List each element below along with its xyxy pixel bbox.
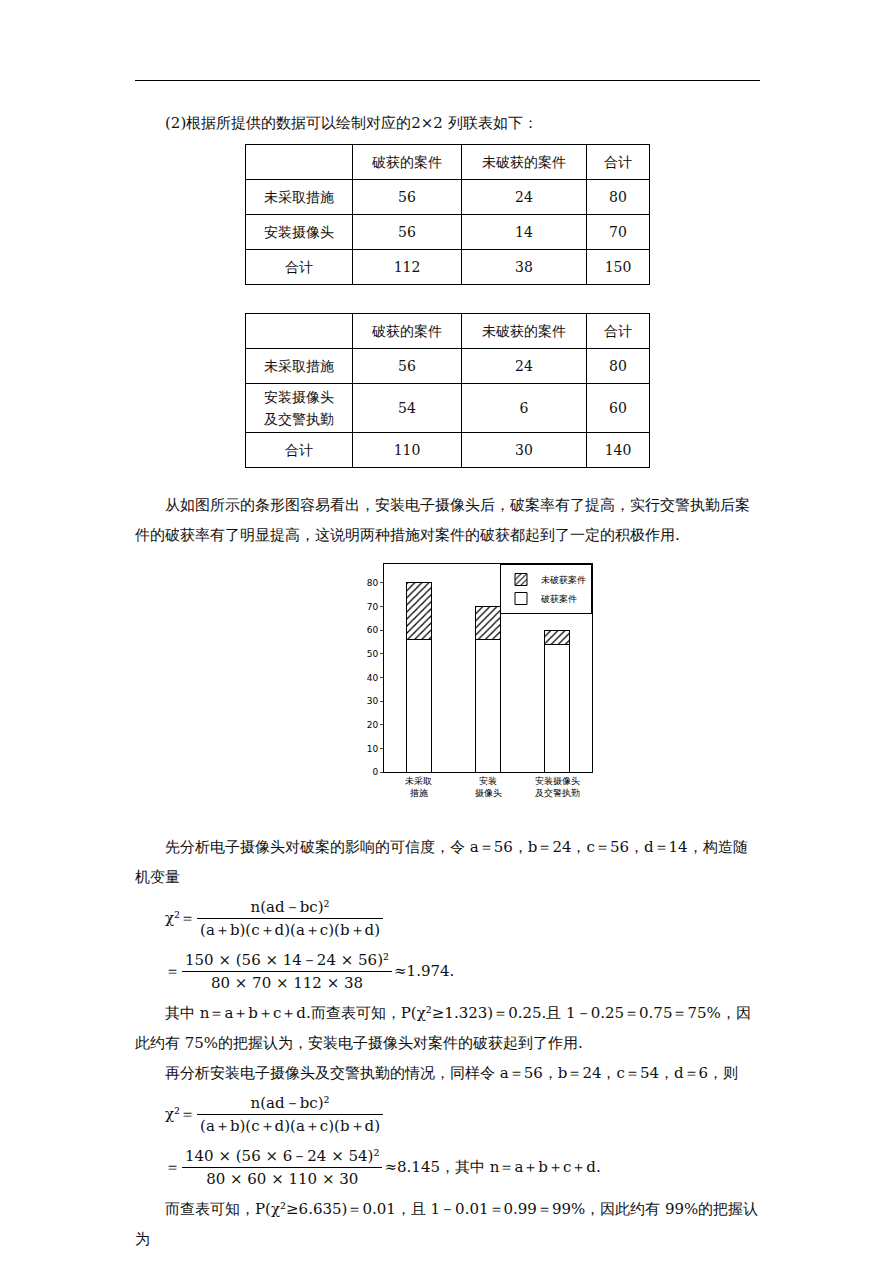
html-text:150 × (56 × 14－24 × 56)²: 150 × (56 × 14－24 × 56)² — [185, 951, 389, 969]
svg-text:破获案件: 破获案件 — [540, 594, 577, 604]
html-text:80 × 60 × 110 × 30: 80 × 60 × 110 × 30 — [206, 1170, 359, 1188]
html-text:安装摄像头: 安装摄像头 — [264, 389, 334, 405]
svg-text:安装摄像头及交警执勤: 安装摄像头及交警执勤 — [535, 776, 580, 798]
svg-text:未采取措施: 未采取措施 — [405, 776, 432, 798]
svg-text:20: 20 — [367, 720, 379, 730]
svg-text:70: 70 — [367, 602, 379, 612]
html-text:合计: 合计 — [604, 323, 632, 339]
svg-text:40: 40 — [367, 673, 379, 683]
html-text:38: 38 — [515, 259, 533, 275]
html-text:破获的案件: 破获的案件 — [372, 323, 442, 339]
html-text:未破获的案件: 未破获的案件 — [482, 154, 566, 170]
html-text:(a＋b)(c＋d)(a＋c)(b＋d): (a＋b)(c＋d)(a＋c)(b＋d) — [200, 921, 380, 939]
html-text:30: 30 — [515, 442, 533, 458]
html-text:χ²＝: χ²＝ — [165, 908, 196, 927]
svg-text:10: 10 — [367, 744, 379, 754]
html-text:6: 6 — [519, 400, 529, 416]
svg-text:0: 0 — [372, 767, 378, 777]
html-text:110: 110 — [393, 442, 421, 458]
html-text:从如图所示的条形图容易看出，安装电子摄像头后，破案率有了提高: 从如图所示的条形图容易看出，安装电子摄像头后，破案率有了提高，实行交警执勤后案件… — [135, 496, 750, 544]
svg-text:80: 80 — [367, 578, 379, 588]
svg-text:30: 30 — [367, 696, 379, 706]
html-text:70: 70 — [609, 224, 627, 240]
html-text:合计: 合计 — [285, 442, 313, 458]
html-text:54: 54 — [398, 400, 416, 416]
html-text:80: 80 — [609, 189, 627, 205]
html-text:≈8.145，其中 n＝a＋b＋c＋d.: ≈8.145，其中 n＝a＋b＋c＋d. — [384, 1157, 601, 1176]
html-text:56: 56 — [398, 224, 416, 240]
svg-text:未破获案件: 未破获案件 — [541, 575, 586, 585]
svg-text:安装摄像头: 安装摄像头 — [475, 776, 502, 798]
html-text:未采取措施: 未采取措施 — [264, 358, 334, 374]
html-text:24: 24 — [515, 358, 533, 374]
html-text:n(ad－bc)²: n(ad－bc)² — [250, 898, 330, 916]
html-text:合计: 合计 — [604, 154, 632, 170]
svg-text:60: 60 — [367, 625, 379, 635]
html-text:n(ad－bc)²: n(ad－bc)² — [250, 1094, 330, 1112]
html-text:未采取措施: 未采取措施 — [264, 189, 334, 205]
html-text:56: 56 — [398, 189, 416, 205]
html-text:合计: 合计 — [285, 259, 313, 275]
html-text:安装摄像头: 安装摄像头 — [264, 224, 334, 240]
html-text:80 × 70 × 112 × 38: 80 × 70 × 112 × 38 — [210, 974, 364, 992]
html-text:先分析电子摄像头对破案的影响的可信度，令 a＝56，b＝24: 先分析电子摄像头对破案的影响的可信度，令 a＝56，b＝24，c＝56，d＝14… — [135, 838, 748, 886]
html-text:14: 14 — [515, 224, 533, 240]
html-text:150: 150 — [604, 259, 632, 275]
html-text:80: 80 — [609, 358, 627, 374]
html-text:≈1.974.: ≈1.974. — [394, 961, 455, 980]
html-text:未破获的案件: 未破获的案件 — [482, 323, 566, 339]
html-text:χ²＝: χ²＝ — [165, 1104, 196, 1123]
html-text:(a＋b)(c＋d)(a＋c)(b＋d): (a＋b)(c＋d)(a＋c)(b＋d) — [200, 1117, 380, 1135]
html-text:而查表可知，P(χ²≥6.635)＝0.01，且 1－0.0: 而查表可知，P(χ²≥6.635)＝0.01，且 1－0.01＝0.99＝99%… — [135, 1200, 759, 1248]
html-text:60: 60 — [609, 400, 627, 416]
svg-text:50: 50 — [367, 649, 379, 659]
html-text:56: 56 — [398, 358, 416, 374]
html-text:140: 140 — [604, 442, 632, 458]
html-text:破获的案件: 破获的案件 — [372, 154, 442, 170]
html-text:再分析安装电子摄像头及交警执勤的情况，同样令 a＝56，b＝: 再分析安装电子摄像头及交警执勤的情况，同样令 a＝56，b＝24，c＝54，d＝… — [165, 1064, 739, 1082]
html-text:其中 n＝a＋b＋c＋d.而查表可知，P(χ²≥1.323): 其中 n＝a＋b＋c＋d.而查表可知，P(χ²≥1.323)＝0.25.且 1－… — [135, 1004, 751, 1052]
html-text:及交警执勤: 及交警执勤 — [264, 411, 334, 427]
html-text:24: 24 — [515, 189, 533, 205]
html-text:(2)根据所提供的数据可以绘制对应的2×2 列联表如下：: (2)根据所提供的数据可以绘制对应的2×2 列联表如下： — [165, 114, 538, 132]
html-text:112: 112 — [393, 259, 421, 275]
html-text:140 × (56 × 6－24 × 54)²: 140 × (56 × 6－24 × 54)² — [185, 1147, 380, 1165]
